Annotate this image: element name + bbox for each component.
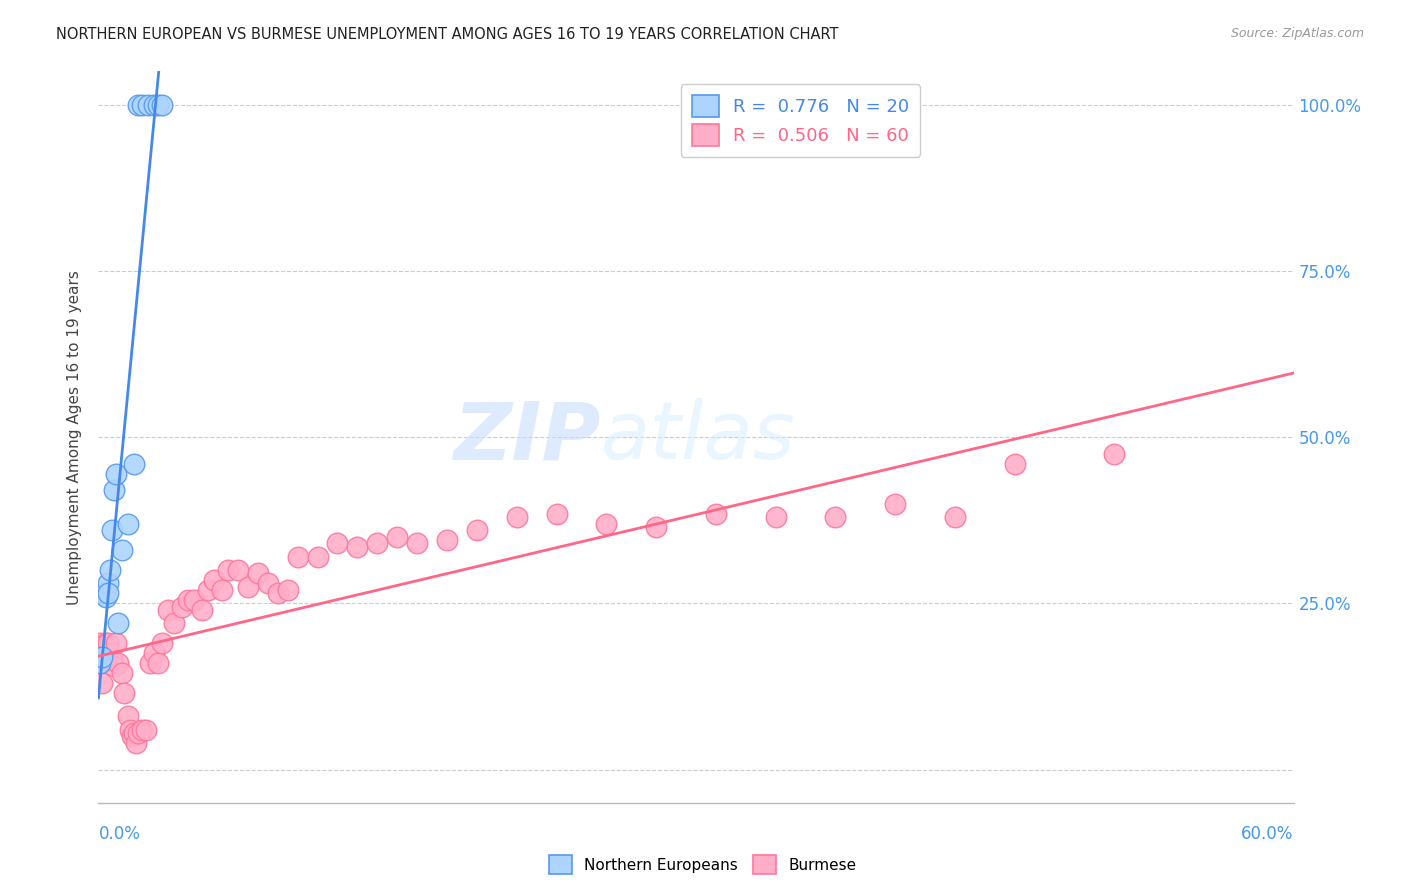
- Point: [191, 603, 214, 617]
- Point: [546, 507, 568, 521]
- Point: [96, 590, 118, 604]
- Point: [202, 573, 225, 587]
- Text: NORTHERN EUROPEAN VS BURMESE UNEMPLOYMENT AMONG AGES 16 TO 19 YEARS CORRELATION : NORTHERN EUROPEAN VS BURMESE UNEMPLOYMEN…: [56, 27, 839, 42]
- Point: [197, 582, 219, 597]
- Point: [366, 536, 388, 550]
- Text: atlas: atlas: [600, 398, 796, 476]
- Point: [226, 563, 249, 577]
- Point: [111, 543, 134, 558]
- Point: [103, 659, 125, 673]
- Point: [101, 523, 124, 537]
- Point: [101, 653, 124, 667]
- Point: [107, 616, 129, 631]
- Point: [125, 736, 148, 750]
- Point: [465, 523, 488, 537]
- Point: [107, 656, 129, 670]
- Point: [105, 636, 128, 650]
- Legend: R =  0.776   N = 20, R =  0.506   N = 60: R = 0.776 N = 20, R = 0.506 N = 60: [681, 84, 920, 157]
- Point: [943, 509, 966, 524]
- Point: [117, 709, 139, 723]
- Point: [326, 536, 349, 550]
- Text: Source: ZipAtlas.com: Source: ZipAtlas.com: [1230, 27, 1364, 40]
- Point: [120, 723, 142, 737]
- Point: [136, 97, 159, 112]
- Point: [127, 97, 149, 112]
- Point: [287, 549, 309, 564]
- Point: [765, 509, 787, 524]
- Point: [131, 97, 153, 112]
- Point: [91, 676, 114, 690]
- Point: [143, 646, 166, 660]
- Point: [824, 509, 846, 524]
- Point: [139, 656, 162, 670]
- Point: [150, 97, 173, 112]
- Point: [100, 653, 122, 667]
- Text: 60.0%: 60.0%: [1241, 825, 1294, 843]
- Point: [131, 723, 153, 737]
- Point: [97, 636, 120, 650]
- Point: [177, 593, 200, 607]
- Point: [121, 729, 143, 743]
- Point: [236, 580, 259, 594]
- Point: [267, 586, 290, 600]
- Point: [645, 520, 668, 534]
- Point: [183, 593, 205, 607]
- Point: [100, 563, 122, 577]
- Point: [704, 507, 727, 521]
- Point: [172, 599, 194, 614]
- Point: [111, 666, 134, 681]
- Point: [97, 576, 120, 591]
- Point: [277, 582, 299, 597]
- Point: [256, 576, 278, 591]
- Legend: Northern Europeans, Burmese: Northern Europeans, Burmese: [543, 849, 863, 880]
- Point: [127, 726, 149, 740]
- Point: [406, 536, 429, 550]
- Y-axis label: Unemployment Among Ages 16 to 19 years: Unemployment Among Ages 16 to 19 years: [67, 269, 83, 605]
- Point: [506, 509, 529, 524]
- Point: [246, 566, 269, 581]
- Point: [93, 586, 115, 600]
- Point: [1004, 457, 1026, 471]
- Point: [89, 636, 111, 650]
- Point: [97, 586, 120, 600]
- Point: [211, 582, 233, 597]
- Point: [595, 516, 617, 531]
- Point: [157, 603, 180, 617]
- Point: [217, 563, 239, 577]
- Point: [117, 516, 139, 531]
- Point: [91, 649, 114, 664]
- Point: [163, 616, 186, 631]
- Point: [112, 686, 135, 700]
- Point: [148, 97, 170, 112]
- Point: [150, 636, 173, 650]
- Point: [135, 723, 157, 737]
- Point: [148, 656, 170, 670]
- Text: 0.0%: 0.0%: [98, 825, 141, 843]
- Point: [1102, 447, 1125, 461]
- Point: [307, 549, 329, 564]
- Point: [884, 497, 907, 511]
- Point: [93, 653, 115, 667]
- Point: [385, 530, 409, 544]
- Point: [124, 726, 146, 740]
- Point: [96, 636, 118, 650]
- Text: ZIP: ZIP: [453, 398, 600, 476]
- Point: [143, 97, 166, 112]
- Point: [89, 656, 111, 670]
- Point: [346, 540, 368, 554]
- Point: [124, 457, 146, 471]
- Point: [105, 467, 128, 481]
- Point: [436, 533, 458, 548]
- Point: [103, 483, 125, 498]
